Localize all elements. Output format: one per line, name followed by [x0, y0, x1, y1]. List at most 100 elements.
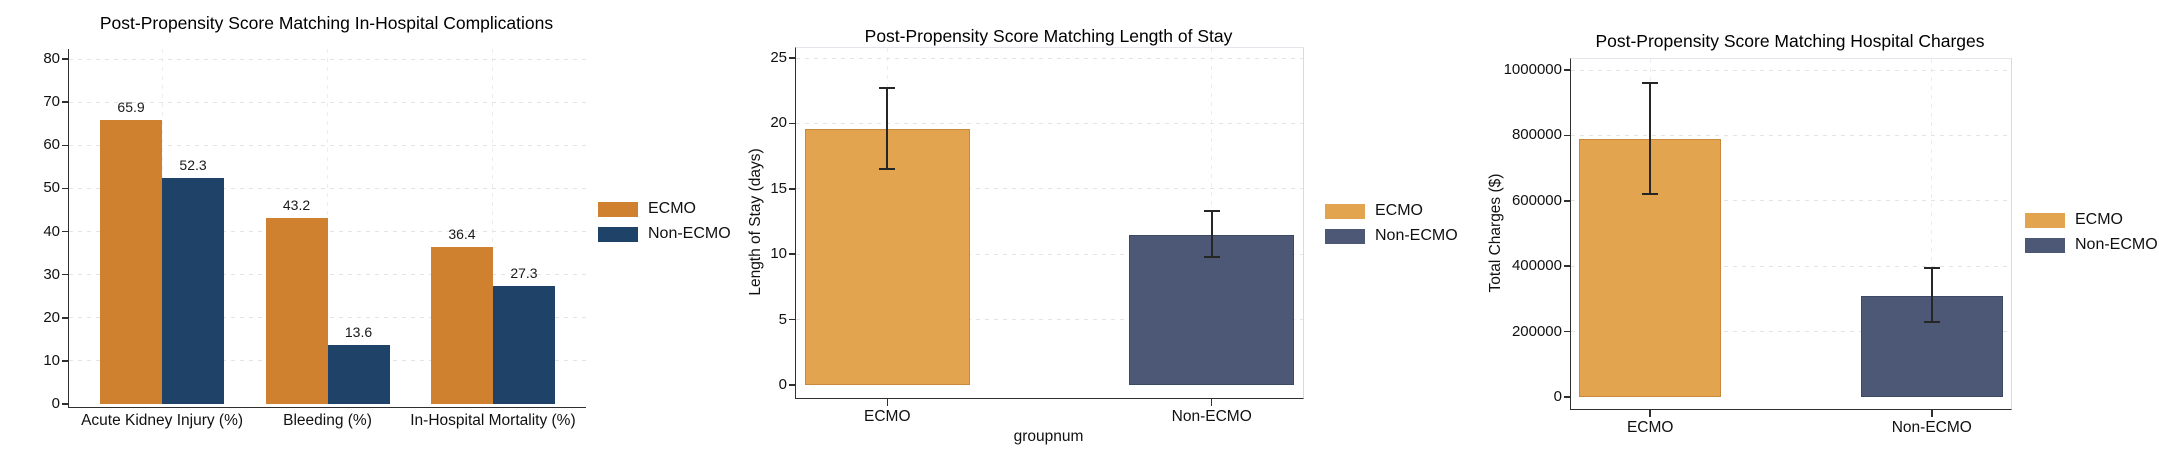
error-bar — [1649, 83, 1652, 195]
y-axis-tick — [62, 273, 69, 276]
x-axis-tick — [1210, 399, 1213, 406]
horizontal-gridline — [1571, 331, 2011, 333]
y-axis-tick — [1564, 265, 1571, 267]
x-axis-category-label: ECMO — [864, 408, 911, 425]
y-axis-tick-label: 1000000 — [1503, 61, 1562, 78]
legend-item-ecmo: ECMO — [598, 200, 731, 218]
legend: ECMO Non-ECMO — [1325, 202, 1458, 245]
y-axis-tick — [789, 253, 796, 255]
bar-value-label: 27.3 — [510, 265, 538, 282]
y-axis-tick-label: 60 — [43, 136, 60, 154]
error-bar-cap — [1203, 255, 1220, 258]
x-axis-tick — [1931, 410, 1933, 417]
bar-ecmo — [265, 217, 328, 404]
y-axis-tick — [789, 318, 796, 321]
chart-panel-complications: Post-Propensity Score Matching In-Hospit… — [0, 0, 740, 463]
horizontal-gridline — [69, 144, 586, 146]
horizontal-gridline — [69, 58, 586, 60]
legend-label: Non-ECMO — [648, 225, 731, 242]
y-axis-tick-label: 10 — [43, 351, 60, 369]
y-axis-tick — [1564, 69, 1571, 71]
legend-swatch-ecmo — [1325, 203, 1365, 219]
bar-value-label: 43.2 — [282, 196, 311, 213]
horizontal-gridline — [796, 253, 1303, 255]
y-axis-tick-label: 25 — [770, 49, 787, 66]
x-axis-category-label: Non-ECMO — [1171, 408, 1252, 425]
y-axis-tick-label: 0 — [51, 395, 60, 412]
x-axis-category-label: ECMO — [1626, 419, 1674, 436]
error-bar — [886, 88, 889, 170]
horizontal-gridline — [1571, 200, 2011, 202]
y-axis-tick-label: 80 — [43, 50, 60, 67]
legend-item-ecmo: ECMO — [2025, 211, 2158, 229]
legend-item-non-ecmo: Non-ECMO — [598, 225, 731, 243]
bar-value-label: 13.6 — [344, 324, 373, 341]
error-bar-cap — [879, 87, 896, 90]
horizontal-gridline — [69, 101, 586, 103]
x-axis-label: groupnum — [1013, 428, 1084, 445]
y-axis-tick-label: 15 — [770, 179, 787, 197]
legend-label: ECMO — [1375, 202, 1423, 219]
horizontal-gridline — [69, 317, 586, 319]
y-axis-tick — [62, 317, 69, 319]
y-axis-tick-label: 5 — [778, 310, 787, 328]
y-axis-tick — [62, 101, 69, 103]
x-axis-tick — [1649, 410, 1651, 417]
legend-item-ecmo: ECMO — [1325, 202, 1458, 220]
legend-swatch-non-ecmo — [2025, 237, 2065, 253]
chart-panel-hospital-charges: Post-Propensity Score Matching Hospital … — [1455, 0, 2159, 463]
y-axis-tick-label: 400000 — [1511, 257, 1562, 275]
legend: ECMO Non-ECMO — [598, 200, 731, 243]
plot-area: 0 10 20 30 40 50 60 70 80 65.9 43.2 36.4 52.3 13.6 27.… — [43, 49, 586, 429]
bar-value-label: 52.3 — [179, 157, 207, 174]
legend: ECMO Non-ECMO — [2025, 211, 2158, 254]
error-bar-cap — [879, 168, 896, 171]
chart-title: Post-Propensity Score Matching Length of… — [864, 26, 1233, 46]
x-axis-category-label: Non-ECMO — [1891, 419, 1972, 436]
error-bar-cap — [1642, 193, 1659, 196]
y-axis-tick — [62, 230, 69, 233]
error-bar — [1210, 211, 1213, 257]
y-axis-tick-label: 40 — [43, 222, 60, 240]
horizontal-gridline — [796, 319, 1303, 321]
bar-non-ecmo — [492, 286, 555, 404]
horizontal-gridline — [1571, 134, 2011, 136]
legend-swatch-ecmo — [598, 201, 638, 217]
horizontal-gridline — [1571, 69, 2011, 71]
y-axis-tick — [1564, 396, 1571, 398]
y-axis-tick — [789, 188, 796, 190]
error-bar-cap — [1203, 210, 1220, 213]
y-axis-tick-label: 50 — [43, 179, 60, 197]
horizontal-gridline — [69, 274, 586, 276]
error-bar — [1930, 267, 1933, 322]
bar-ecmo — [1579, 138, 1722, 397]
x-axis-category-label: In-Hospital Mortality (%) — [410, 412, 576, 429]
chart-title: Post-Propensity Score Matching In-Hospit… — [99, 13, 554, 33]
vertical-gridline — [327, 49, 328, 404]
y-axis-tick-label: 20 — [43, 308, 60, 326]
bar-value-label: 36.4 — [448, 226, 476, 243]
y-axis-tick-label: 600000 — [1511, 191, 1562, 209]
legend-label: ECMO — [648, 200, 696, 217]
y-axis-tick — [1564, 134, 1571, 137]
error-bar-cap — [1642, 82, 1659, 85]
x-axis-category-label: Acute Kidney Injury (%) — [81, 412, 244, 429]
horizontal-gridline — [796, 57, 1303, 59]
y-axis-tick-label: 0 — [778, 376, 787, 393]
bar-ecmo — [430, 247, 493, 404]
y-axis-tick — [789, 57, 796, 59]
bar-non-ecmo — [327, 345, 390, 404]
bar-ecmo — [100, 119, 163, 404]
bar-value-label: 65.9 — [117, 98, 145, 115]
x-axis-category-label: Bleeding (%) — [283, 412, 372, 429]
legend-item-non-ecmo: Non-ECMO — [2025, 236, 2158, 254]
y-axis-tick — [789, 122, 796, 125]
x-axis-tick — [886, 399, 888, 406]
horizontal-gridline — [1571, 265, 2011, 267]
y-axis-tick — [62, 360, 69, 362]
legend-swatch-non-ecmo — [598, 226, 638, 242]
y-axis-tick-label: 10 — [770, 245, 787, 263]
horizontal-gridline — [796, 122, 1303, 124]
y-axis-tick — [62, 403, 69, 405]
